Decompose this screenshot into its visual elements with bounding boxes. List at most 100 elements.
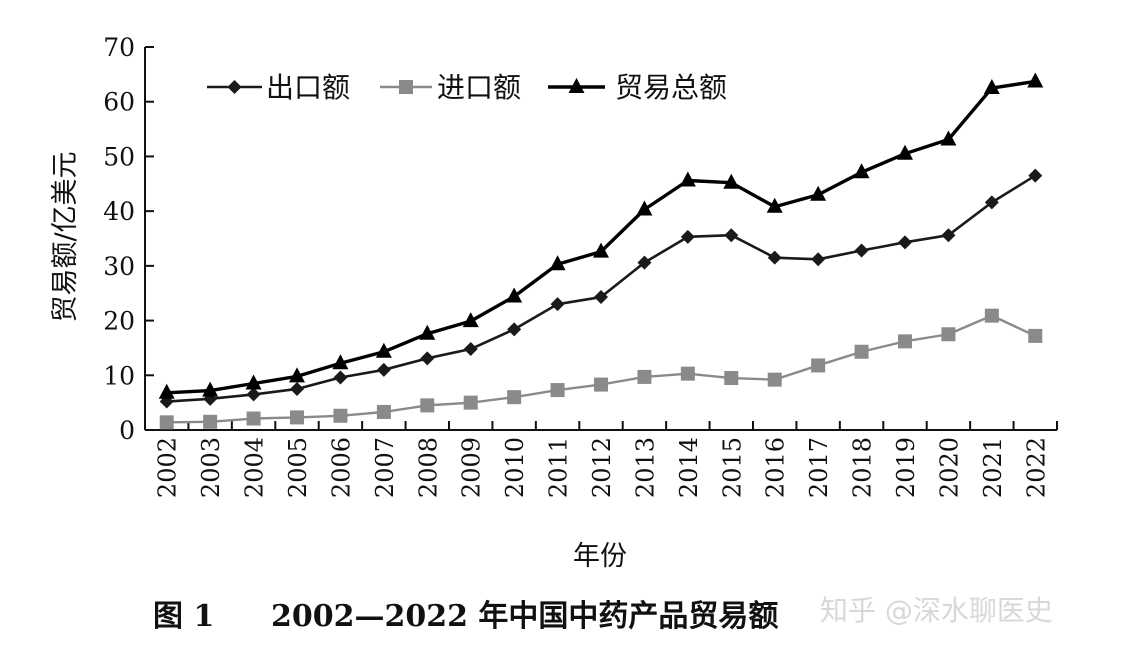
data-point-square (1028, 328, 1043, 343)
legend-item-diamond: 出口额 (207, 71, 350, 104)
data-point-square (898, 334, 912, 349)
data-point-square (203, 414, 218, 429)
data-point-triangle (202, 381, 219, 397)
data-point-diamond (246, 387, 261, 402)
legend-label: 进口额 (437, 71, 521, 104)
data-point-triangle (375, 342, 392, 358)
data-point-diamond (333, 370, 348, 385)
figure-label: 图 1 (153, 599, 214, 634)
data-point-diamond (854, 243, 869, 258)
data-point-triangle (506, 287, 523, 303)
data-point-square (376, 404, 391, 419)
legend-item-square: 进口额 (380, 71, 521, 104)
data-point-diamond (767, 250, 782, 265)
data-point-diamond (550, 297, 565, 312)
data-point-square (290, 410, 304, 425)
data-point-triangle (1027, 72, 1044, 88)
series-layer (158, 72, 1044, 430)
data-point-square (333, 408, 348, 423)
data-point-square (680, 366, 695, 381)
data-point-triangle (549, 255, 566, 271)
data-point-triangle (897, 144, 913, 160)
x-tick-label: 2011 (545, 437, 573, 498)
legend-item-triangle: 贸易总额 (548, 71, 727, 104)
data-point-square (767, 372, 782, 387)
data-point-square (246, 411, 261, 426)
data-point-square (854, 344, 869, 359)
data-point-triangle (723, 173, 740, 189)
data-point-triangle (679, 171, 696, 187)
x-tick-label: 2022 (1022, 437, 1050, 498)
data-point-triangle (462, 312, 479, 328)
data-point-triangle (853, 163, 870, 179)
series-square (159, 308, 1043, 430)
data-point-diamond (594, 290, 608, 305)
x-tick-label: 2006 (327, 437, 355, 498)
data-point-triangle (810, 185, 827, 201)
x-tick-label: 2019 (892, 437, 920, 498)
x-tick-label: 2005 (284, 437, 312, 498)
x-tick-label: 2015 (718, 437, 746, 498)
x-tick-label: 2013 (631, 437, 659, 498)
legend: 出口额 进口额 贸易总额 (207, 71, 727, 104)
data-point-triangle (636, 200, 653, 216)
y-tick-label: 60 (103, 88, 135, 117)
data-point-triangle (593, 242, 609, 258)
x-tick-label: 2017 (805, 437, 833, 498)
legend-label: 出口额 (266, 71, 350, 104)
figure-caption: 2002—2022 年中国中药产品贸易额 (271, 599, 778, 634)
data-point-diamond (637, 255, 652, 270)
data-point-diamond (290, 381, 304, 396)
series-triangle (158, 72, 1044, 399)
data-point-diamond (420, 351, 435, 366)
data-point-square (420, 398, 435, 413)
data-point-square (594, 377, 608, 392)
x-tick-label: 2021 (979, 437, 1007, 498)
x-tick-label: 2004 (241, 437, 269, 498)
x-tick-label: 2008 (414, 437, 442, 498)
legend-marker-triangle (568, 78, 585, 93)
y-tick-label: 50 (103, 142, 135, 171)
data-point-diamond (463, 342, 478, 357)
watermark-text: 知乎 @深水聊医史 (820, 594, 1053, 627)
x-tick-label: 2016 (762, 437, 790, 498)
data-point-square (984, 308, 999, 323)
data-point-diamond (811, 252, 826, 267)
data-point-triangle (158, 383, 175, 399)
x-tick-label: 2020 (935, 437, 963, 498)
data-point-square (507, 390, 522, 405)
data-point-triangle (332, 354, 349, 370)
legend-label: 贸易总额 (615, 71, 727, 104)
data-point-triangle (983, 79, 1000, 95)
data-point-square (550, 383, 565, 398)
y-axis-title: 贸易额/亿美元 (50, 151, 81, 322)
x-tick-label: 2003 (197, 437, 225, 498)
data-point-diamond (941, 228, 956, 243)
x-tick-label: 2018 (849, 437, 877, 498)
data-point-diamond (376, 362, 391, 377)
data-point-triangle (289, 367, 305, 383)
x-tick-label: 2007 (371, 437, 399, 498)
data-point-square (159, 415, 174, 430)
legend-marker-diamond (227, 80, 242, 94)
x-axis-title: 年份 (573, 541, 627, 572)
x-tick-label: 2002 (154, 437, 182, 498)
y-tick-label: 20 (103, 307, 135, 336)
x-tick-label: 2014 (675, 437, 703, 498)
legend-marker-square (399, 80, 413, 94)
data-point-square (724, 371, 739, 386)
y-tick-label: 10 (103, 361, 135, 390)
data-point-triangle (245, 374, 262, 390)
data-point-diamond (1028, 168, 1043, 183)
data-point-square (463, 395, 478, 410)
data-point-triangle (419, 324, 436, 340)
y-tick-label: 40 (103, 197, 135, 226)
data-point-square (637, 369, 652, 384)
x-tick-label: 2012 (588, 437, 616, 498)
data-point-square (811, 358, 826, 373)
data-point-triangle (940, 130, 957, 146)
x-tick-label: 2009 (458, 437, 486, 498)
y-tick-label: 30 (103, 252, 135, 281)
